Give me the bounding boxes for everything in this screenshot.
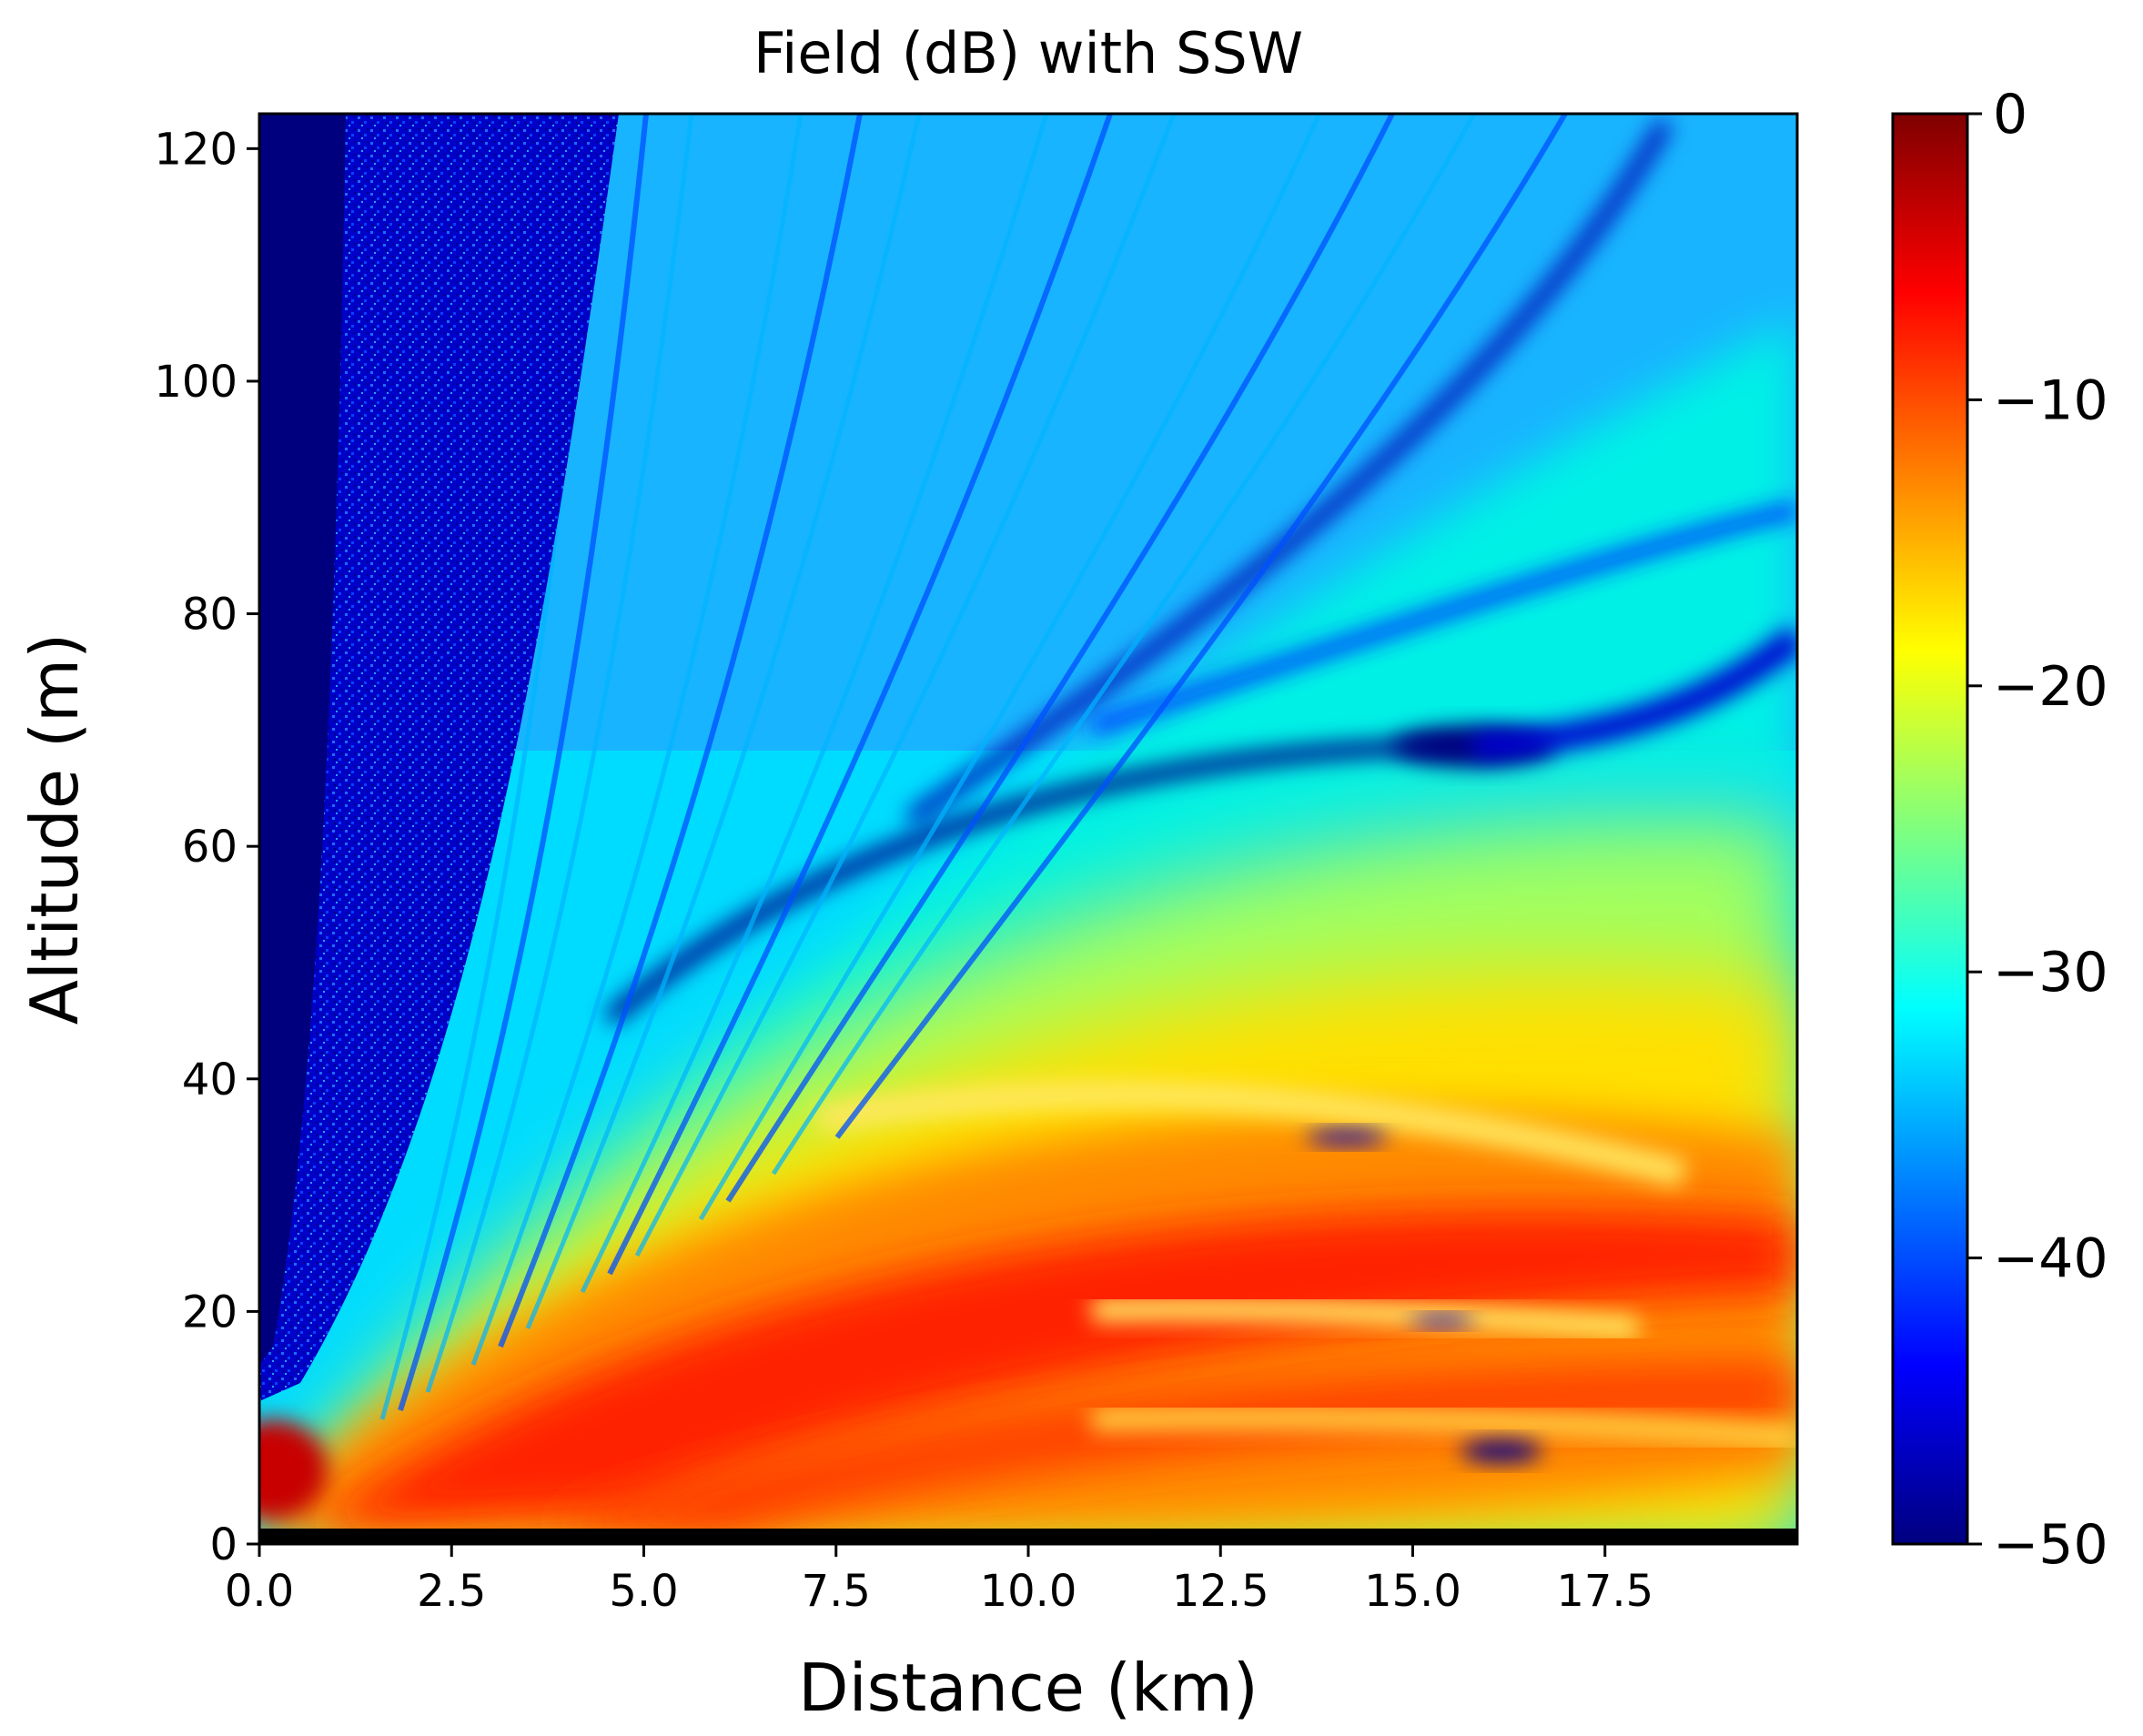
x-tick-label: 17.5 <box>1556 1566 1653 1617</box>
colorbar <box>1891 112 1969 1546</box>
x-tick-label: 15.0 <box>1364 1566 1461 1617</box>
heatmap-field <box>259 114 1797 1544</box>
y-tick-label: 20 <box>182 1287 238 1337</box>
x-axis-label: Distance (km) <box>798 1650 1259 1726</box>
colorbar-tick-label: −20 <box>1993 655 2108 719</box>
x-tick-label: 0.0 <box>225 1566 294 1617</box>
field-null-diagonal-lower <box>1089 502 1797 735</box>
field-null-spot-1 <box>1306 1130 1388 1145</box>
y-tick-label: 0 <box>209 1519 238 1570</box>
colorbar-tick-label: −30 <box>1993 941 2108 1004</box>
y-tick-label: 40 <box>182 1055 238 1105</box>
field-red-lower-lobe <box>546 1365 1797 1538</box>
chart-title: Field (dB) with SSW <box>753 20 1303 86</box>
field-red-lobe <box>309 1209 1797 1529</box>
y-axis-ticks: 0 20 40 60 80 100 120 <box>154 124 259 1570</box>
field-streaks-dark <box>398 114 1568 1411</box>
y-axis-label: Altitude (m) <box>16 633 93 1025</box>
y-tick-label: 60 <box>182 822 238 873</box>
colorbar-ticks: 0 −10 −20 −30 −40 −50 <box>1967 83 2108 1577</box>
field-band-middle <box>1091 1297 1639 1340</box>
field-null-arc-right <box>1473 626 1797 760</box>
field-null-main <box>604 738 1475 1025</box>
y-tick-label: 120 <box>154 124 238 175</box>
x-tick-label: 10.0 <box>980 1566 1077 1617</box>
field-dark-left <box>259 114 346 1365</box>
field-streaks <box>379 114 1477 1420</box>
x-axis-ticks: 0.0 2.5 5.0 7.5 10.0 12.5 15.0 17.5 <box>225 1544 1653 1617</box>
x-tick-label: 2.5 <box>417 1566 486 1617</box>
y-tick-label: 80 <box>182 590 238 641</box>
field-null-spot-2 <box>1410 1316 1474 1327</box>
field-ground-strip <box>259 1529 1797 1544</box>
y-tick-label: 100 <box>154 357 238 408</box>
x-tick-label: 5.0 <box>609 1566 678 1617</box>
field-noise-region <box>259 114 619 1401</box>
x-tick-label: 7.5 <box>802 1566 871 1617</box>
field-band-lower <box>1091 1406 1797 1449</box>
colorbar-tick-label: −50 <box>1993 1513 2108 1577</box>
x-tick-label: 12.5 <box>1172 1566 1269 1617</box>
colorbar-tick-label: −10 <box>1993 368 2108 432</box>
colorbar-tick-label: 0 <box>1993 83 2027 146</box>
field-band-upper <box>816 1081 1687 1187</box>
field-source-hotspot <box>259 1419 328 1519</box>
colorbar-tick-label: −40 <box>1993 1227 2108 1291</box>
field-null-spot-3 <box>1461 1440 1542 1462</box>
